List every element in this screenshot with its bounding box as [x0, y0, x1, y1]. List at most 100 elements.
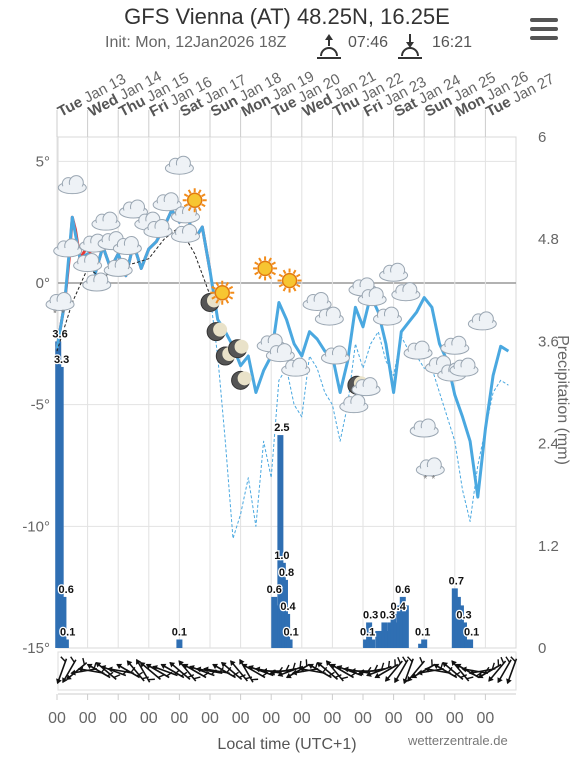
precip-label: 0.1: [415, 626, 430, 638]
precip-label: 0.8: [279, 567, 294, 579]
precip-bar: [418, 643, 425, 648]
wind-arrow: [366, 660, 392, 677]
sun-icon: [253, 256, 278, 281]
grid: [56, 110, 517, 649]
wind-arrow: [325, 660, 349, 682]
precip-bar: [366, 622, 373, 648]
wind-arrow: [477, 659, 502, 679]
precip-bar: [396, 605, 403, 648]
precip-bar: [277, 435, 284, 648]
precip-bar: [464, 639, 471, 648]
precip-bar: [467, 639, 474, 648]
cloud-icon: [171, 204, 201, 224]
cloud-icon: [409, 418, 439, 438]
precip-label: 0.1: [283, 626, 298, 638]
wind-arrow: [506, 656, 518, 685]
precip-label: 0.6: [267, 584, 282, 596]
wind-arrow: [66, 657, 88, 680]
cloud-icon: [152, 192, 182, 212]
wind-arrow: [178, 660, 201, 682]
cloud-icon: [314, 306, 344, 326]
cloud-icon: [91, 211, 121, 231]
precip-bar: [286, 639, 293, 648]
cloud-icon: [265, 343, 295, 363]
cloud-icon: [143, 218, 173, 238]
cloud-icon: [357, 287, 387, 307]
cloud-icon: [467, 311, 497, 331]
precip-bar: [451, 588, 458, 648]
cloud-icon: [440, 335, 470, 355]
cloud-icon: [403, 340, 433, 360]
precip-label: 0.4: [391, 601, 407, 613]
x-tick-label: 00: [109, 710, 127, 727]
y-tick-label: 0°: [36, 275, 50, 292]
precip-bar: [176, 639, 183, 648]
wind-arrow: [139, 662, 165, 680]
precipitation-bars: [55, 341, 474, 648]
precip-bar: [375, 630, 382, 648]
precip-bar: [387, 622, 394, 648]
wind-arrow: [394, 656, 409, 684]
wind-arrow: [62, 656, 77, 684]
x-axis-title: Local time (UTC+1): [217, 736, 357, 753]
precip-bar: [62, 639, 69, 648]
y-tick-label: -5°: [31, 397, 50, 414]
moon-icon: [231, 370, 252, 390]
precip-bar: [60, 596, 67, 648]
wind-arrow: [135, 658, 155, 683]
dashed-temperature-line: [209, 295, 509, 539]
x-tick-label: 00: [262, 710, 280, 727]
wind-arrow: [497, 656, 512, 684]
svg-text:*: *: [61, 308, 65, 319]
moon-icon: [206, 322, 228, 342]
cloud-icon: [171, 223, 201, 243]
cloud-icon: [73, 253, 103, 273]
precip-bar: [378, 630, 385, 648]
cloud-icon: [339, 394, 369, 414]
y2-tick-label: 0: [538, 640, 546, 657]
sun-times-icons: [317, 34, 422, 59]
wind-arrow: [277, 660, 304, 677]
plot-area: [57, 136, 517, 649]
wind-arrow: [374, 659, 399, 679]
precip-label: 0.3: [363, 609, 378, 621]
cloud-icon: [391, 282, 421, 302]
sunrise-time: 07:46: [348, 34, 389, 51]
precip-label: 0.1: [172, 626, 187, 638]
cloud-icon: [103, 257, 133, 277]
cloud-icon: [53, 238, 83, 258]
precip-label: 0.6: [59, 584, 74, 596]
y2-tick-label: 4.8: [538, 231, 559, 248]
precip-bar: [457, 605, 464, 648]
y2-tick-label: 1.2: [538, 538, 559, 555]
precip-label: 0.3: [456, 609, 471, 621]
weather-icons: * ** *: [45, 155, 497, 485]
cloud-icon: [449, 357, 479, 377]
precip-bar: [399, 596, 406, 648]
precip-label: 0.7: [449, 575, 464, 587]
cloud-icon: [281, 357, 311, 377]
precip-label: 0.1: [464, 626, 479, 638]
snow-cloud-icon: * *: [415, 457, 445, 485]
x-tick-label: 00: [201, 710, 219, 727]
cloud-icon: [164, 155, 194, 175]
y-tick-label: -10°: [22, 518, 50, 535]
hamburger-menu-icon[interactable]: [530, 18, 558, 42]
precip-bar: [421, 639, 428, 648]
precip-bar: [390, 613, 397, 648]
svg-text:*: *: [431, 474, 435, 485]
wind-arrow: [116, 663, 144, 679]
sunrise-icon: [317, 34, 341, 59]
sunset-time: 16:21: [432, 34, 473, 51]
snow-cloud-icon: * *: [45, 291, 75, 319]
cloud-icon: [320, 345, 350, 365]
cloud-icon: [112, 236, 142, 255]
precip-bar: [363, 639, 370, 648]
cloud-icon: [119, 199, 148, 219]
x-tick-label: 00: [354, 710, 372, 727]
x-tick-label: 00: [446, 710, 464, 727]
precip-bar: [393, 622, 400, 648]
svg-text:*: *: [423, 474, 427, 485]
wind-arrow: [488, 656, 507, 682]
init-time: Init: Mon, 12Jan2026 18Z: [105, 34, 287, 51]
